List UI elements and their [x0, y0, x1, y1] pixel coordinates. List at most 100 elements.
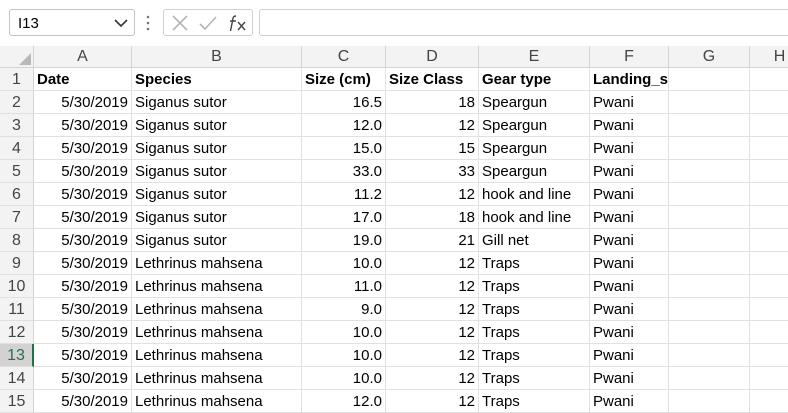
name-box[interactable]: I13: [9, 9, 135, 36]
column-header-e[interactable]: E: [479, 46, 590, 68]
cell-e7[interactable]: hook and line: [479, 206, 590, 229]
cell-e1[interactable]: Gear type: [479, 68, 590, 91]
column-header-a[interactable]: A: [34, 46, 132, 68]
cell-f5[interactable]: Pwani: [590, 160, 669, 183]
column-header-h[interactable]: H: [750, 46, 788, 68]
cell-h5[interactable]: [750, 160, 788, 183]
vertical-dots-icon[interactable]: [145, 14, 151, 32]
cell-d9[interactable]: 12: [386, 252, 479, 275]
cell-c8[interactable]: 19.0: [302, 229, 386, 252]
select-all-button[interactable]: [0, 46, 34, 68]
cell-b1[interactable]: Species: [132, 68, 302, 91]
cell-e3[interactable]: Speargun: [479, 114, 590, 137]
cell-c7[interactable]: 17.0: [302, 206, 386, 229]
cell-h15[interactable]: [750, 390, 788, 413]
cell-h8[interactable]: [750, 229, 788, 252]
cell-g9[interactable]: [669, 252, 750, 275]
cell-f11[interactable]: Pwani: [590, 298, 669, 321]
row-header-15[interactable]: 15: [0, 390, 34, 413]
cell-c10[interactable]: 11.0: [302, 275, 386, 298]
cell-h11[interactable]: [750, 298, 788, 321]
cell-b4[interactable]: Siganus sutor: [132, 137, 302, 160]
cell-f4[interactable]: Pwani: [590, 137, 669, 160]
cell-b7[interactable]: Siganus sutor: [132, 206, 302, 229]
cell-c5[interactable]: 33.0: [302, 160, 386, 183]
cell-e11[interactable]: Traps: [479, 298, 590, 321]
row-header-2[interactable]: 2: [0, 91, 34, 114]
cell-g2[interactable]: [669, 91, 750, 114]
row-header-12[interactable]: 12: [0, 321, 34, 344]
cell-b15[interactable]: Lethrinus mahsena: [132, 390, 302, 413]
cell-g7[interactable]: [669, 206, 750, 229]
row-header-5[interactable]: 5: [0, 160, 34, 183]
chevron-down-icon[interactable]: [112, 13, 130, 32]
cell-b5[interactable]: Siganus sutor: [132, 160, 302, 183]
cell-h6[interactable]: [750, 183, 788, 206]
cell-c14[interactable]: 10.0: [302, 367, 386, 390]
column-header-c[interactable]: C: [302, 46, 386, 68]
fx-icon[interactable]: [227, 13, 249, 33]
cell-a3[interactable]: 5/30/2019: [34, 114, 132, 137]
cell-c1[interactable]: Size (cm): [302, 68, 386, 91]
cell-b8[interactable]: Siganus sutor: [132, 229, 302, 252]
cell-c9[interactable]: 10.0: [302, 252, 386, 275]
cell-d11[interactable]: 12: [386, 298, 479, 321]
cell-e9[interactable]: Traps: [479, 252, 590, 275]
cell-d4[interactable]: 15: [386, 137, 479, 160]
cell-c15[interactable]: 12.0: [302, 390, 386, 413]
cell-e12[interactable]: Traps: [479, 321, 590, 344]
cell-d1[interactable]: Size Class: [386, 68, 479, 91]
cell-d2[interactable]: 18: [386, 91, 479, 114]
cell-b10[interactable]: Lethrinus mahsena: [132, 275, 302, 298]
cell-b11[interactable]: Lethrinus mahsena: [132, 298, 302, 321]
cell-d8[interactable]: 21: [386, 229, 479, 252]
cell-a11[interactable]: 5/30/2019: [34, 298, 132, 321]
cell-c4[interactable]: 15.0: [302, 137, 386, 160]
cell-g1[interactable]: [669, 68, 750, 91]
row-header-1[interactable]: 1: [0, 68, 34, 91]
cell-g6[interactable]: [669, 183, 750, 206]
cell-f1[interactable]: Landing_site: [590, 68, 669, 91]
cell-d5[interactable]: 33: [386, 160, 479, 183]
cell-g11[interactable]: [669, 298, 750, 321]
cell-d14[interactable]: 12: [386, 367, 479, 390]
column-header-g[interactable]: G: [669, 46, 750, 68]
cell-a7[interactable]: 5/30/2019: [34, 206, 132, 229]
cell-g5[interactable]: [669, 160, 750, 183]
column-header-b[interactable]: B: [132, 46, 302, 68]
cell-h10[interactable]: [750, 275, 788, 298]
cell-f14[interactable]: Pwani: [590, 367, 669, 390]
cell-a8[interactable]: 5/30/2019: [34, 229, 132, 252]
column-header-f[interactable]: F: [590, 46, 669, 68]
cell-d15[interactable]: 12: [386, 390, 479, 413]
cell-h7[interactable]: [750, 206, 788, 229]
column-header-d[interactable]: D: [386, 46, 479, 68]
cell-e14[interactable]: Traps: [479, 367, 590, 390]
cell-c6[interactable]: 11.2: [302, 183, 386, 206]
cell-h9[interactable]: [750, 252, 788, 275]
cell-h12[interactable]: [750, 321, 788, 344]
row-header-8[interactable]: 8: [0, 229, 34, 252]
cell-f2[interactable]: Pwani: [590, 91, 669, 114]
cell-g4[interactable]: [669, 137, 750, 160]
cell-a2[interactable]: 5/30/2019: [34, 91, 132, 114]
cell-g12[interactable]: [669, 321, 750, 344]
cell-h1[interactable]: [750, 68, 788, 91]
cell-f15[interactable]: Pwani: [590, 390, 669, 413]
cell-e6[interactable]: hook and line: [479, 183, 590, 206]
cell-f12[interactable]: Pwani: [590, 321, 669, 344]
cell-f10[interactable]: Pwani: [590, 275, 669, 298]
cell-e10[interactable]: Traps: [479, 275, 590, 298]
cell-g13[interactable]: [669, 344, 750, 367]
row-header-4[interactable]: 4: [0, 137, 34, 160]
cell-h14[interactable]: [750, 367, 788, 390]
cell-g15[interactable]: [669, 390, 750, 413]
cell-c13[interactable]: 10.0: [302, 344, 386, 367]
cell-b13[interactable]: Lethrinus mahsena: [132, 344, 302, 367]
cell-f3[interactable]: Pwani: [590, 114, 669, 137]
row-header-6[interactable]: 6: [0, 183, 34, 206]
checkmark-icon[interactable]: [198, 13, 218, 33]
cell-f6[interactable]: Pwani: [590, 183, 669, 206]
cell-f8[interactable]: Pwani: [590, 229, 669, 252]
cell-g3[interactable]: [669, 114, 750, 137]
